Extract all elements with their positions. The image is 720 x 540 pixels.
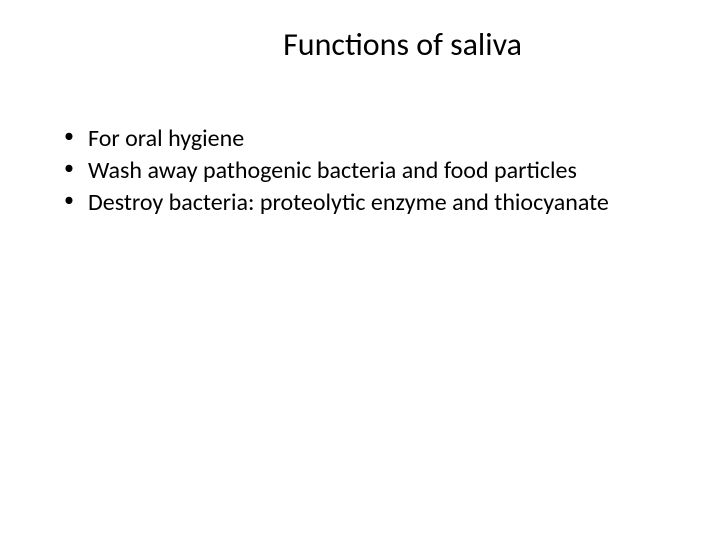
bullet-list: For oral hygiene Wash away pathogenic ba… [50,124,670,218]
list-item: Destroy bacteria: proteolytic enzyme and… [60,188,670,218]
list-item: For oral hygiene [60,124,670,154]
slide-container: Functions of saliva For oral hygiene Was… [0,0,720,540]
slide-title: Functions of saliva [50,25,670,64]
list-item: Wash away pathogenic bacteria and food p… [60,156,670,186]
